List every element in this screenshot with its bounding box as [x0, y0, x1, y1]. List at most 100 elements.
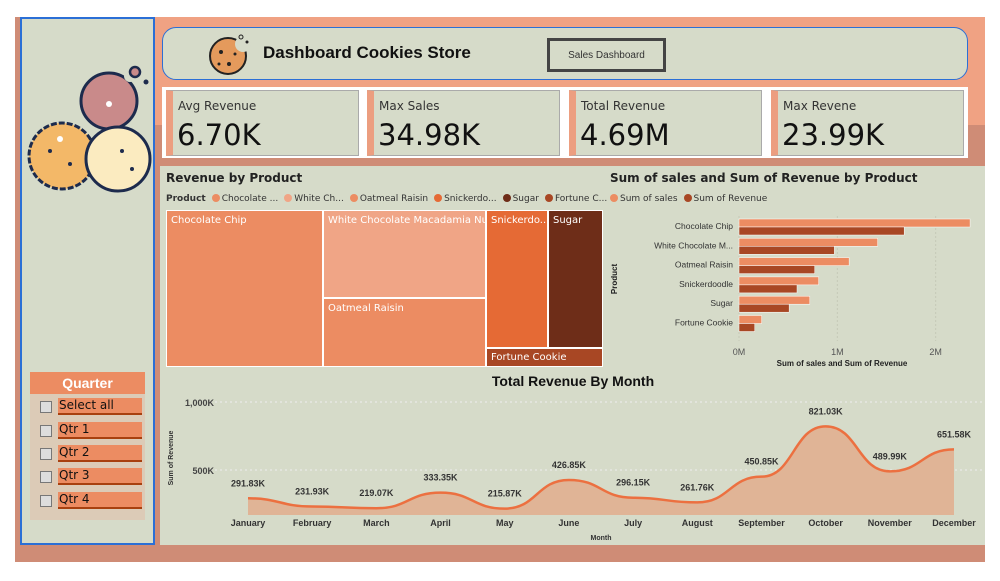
legend-dot-icon — [544, 194, 553, 202]
legend-dot-icon — [284, 194, 293, 202]
checkbox[interactable] — [40, 471, 52, 483]
data-label: 821.03K — [809, 406, 844, 416]
y-tick-label: 500K — [192, 466, 214, 476]
data-label: 231.93K — [295, 486, 330, 496]
treemap-title: Revenue by Product — [166, 171, 303, 185]
data-label: 219.07K — [359, 488, 394, 498]
treemap-tile-fortune-cookie[interactable]: Fortune Cookie — [486, 348, 603, 367]
slicer-item-label: Qtr 3 — [58, 468, 142, 485]
cookie-logo-icon — [209, 34, 251, 75]
bar-chart-title: Sum of sales and Sum of Revenue by Produ… — [610, 171, 918, 185]
x-axis-title: Month — [591, 535, 612, 542]
treemap-tile-snickerdoodle[interactable]: Snickerdo... — [486, 210, 548, 348]
kpi-value: 34.98K — [378, 118, 481, 152]
treemap-tile-white-chocolate[interactable]: White Chocolate Macadamia Nut — [323, 210, 486, 298]
x-tick-label: August — [682, 518, 713, 528]
bar-revenue — [738, 226, 905, 236]
bar-sales — [738, 276, 819, 286]
data-label: 450.85K — [744, 457, 779, 467]
x-tick-label: 1M — [831, 347, 844, 357]
legend-dot-icon — [434, 194, 443, 202]
kpi-value: 23.99K — [782, 118, 885, 152]
checkbox[interactable] — [40, 495, 52, 507]
cookies-illustration-icon — [27, 65, 152, 193]
slicer-item-qtr4[interactable]: Qtr 4 — [40, 492, 145, 509]
legend-dot-icon — [349, 194, 358, 202]
bar-sales — [738, 238, 878, 247]
kpi-label: Total Revenue — [581, 99, 666, 113]
kpi-value: 4.69M — [580, 118, 670, 152]
x-tick-label: May — [496, 518, 514, 528]
bar-sales — [738, 295, 811, 305]
legend-item[interactable]: Sum of Revenue — [683, 194, 767, 204]
area-chart: Total Revenue By Month 500K 1,000K January 2… — [168, 373, 985, 542]
bar-sales — [738, 218, 971, 228]
bar-chart: 0M 1M 2M Chocolate Chip White Chocolate M...… — [610, 216, 971, 368]
bar-chart-legend: Sum of sales Sum of Revenue — [610, 194, 767, 204]
data-label: 296.15K — [616, 478, 651, 488]
slicer-item-label: Select all — [58, 398, 142, 415]
slicer-item-label: Qtr 1 — [58, 422, 142, 439]
data-label: 215.87K — [488, 489, 523, 499]
bar-revenue — [738, 246, 835, 255]
y-tick-label: 1,000K — [185, 398, 215, 408]
main-panel: Revenue by Product Product Chocolate ...… — [160, 166, 985, 545]
treemap-tile-sugar[interactable]: Sugar — [548, 210, 603, 348]
x-tick-label: July — [624, 518, 642, 528]
x-tick-label: October — [808, 518, 843, 528]
legend-item[interactable]: Fortune C... — [544, 194, 607, 204]
slicer-item-qtr2[interactable]: Qtr 2 — [40, 445, 145, 462]
slicer-item-select-all[interactable]: Select all — [40, 398, 145, 415]
y-tick-label: Chocolate Chip — [675, 221, 733, 231]
sales-dashboard-button[interactable]: Sales Dashboard — [547, 38, 666, 72]
checkbox[interactable] — [40, 401, 52, 413]
legend-item[interactable]: Snickerdo... — [434, 194, 497, 204]
legend-item[interactable]: Sum of sales — [610, 194, 678, 204]
kpi-card-avg-revenue: Avg Revenue 6.70K — [166, 90, 359, 156]
area-line — [247, 425, 955, 510]
y-tick-label: Oatmeal Raisin — [675, 260, 733, 270]
bar-revenue — [738, 323, 755, 332]
x-tick-label: March — [363, 518, 390, 528]
y-tick-label: Fortune Cookie — [675, 318, 733, 328]
data-label: 426.85K — [552, 460, 587, 470]
slicer-item-qtr3[interactable]: Qtr 3 — [40, 468, 145, 485]
slicer-item-label: Qtr 4 — [58, 492, 142, 509]
slicer-item-label: Qtr 2 — [58, 445, 142, 462]
x-tick-label: June — [558, 518, 579, 528]
checkbox[interactable] — [40, 425, 52, 437]
legend-item[interactable]: White Ch... — [284, 194, 344, 204]
legend-item[interactable]: Sugar — [502, 194, 539, 204]
page-title: Dashboard Cookies Store — [263, 43, 471, 62]
kpi-label: Avg Revenue — [178, 99, 257, 113]
data-label: 291.83K — [231, 478, 266, 488]
legend-item[interactable]: Oatmeal Raisin — [349, 194, 428, 204]
x-tick-label: 0M — [733, 347, 746, 357]
legend-title: Product — [166, 194, 206, 204]
legend-item[interactable]: Chocolate ... — [211, 194, 278, 204]
x-tick-label: November — [868, 518, 913, 528]
slicer-item-qtr1[interactable]: Qtr 1 — [40, 422, 145, 439]
treemap-tile-oatmeal-raisin[interactable]: Oatmeal Raisin — [323, 298, 486, 367]
data-label: 489.99K — [873, 451, 908, 461]
bar-revenue — [738, 265, 815, 274]
slicer-title: Quarter — [30, 372, 145, 394]
kpi-card-max-sales: Max Sales 34.98K — [367, 90, 560, 156]
y-axis-title: Product — [610, 264, 619, 295]
header-bar: Dashboard Cookies Store Sales Dashboard — [162, 27, 968, 80]
kpi-label: Max Revene — [783, 99, 857, 113]
legend-dot-icon — [211, 194, 220, 202]
treemap-tile-chocolate-chip[interactable]: Chocolate Chip — [166, 210, 323, 367]
checkbox[interactable] — [40, 448, 52, 460]
kpi-row: Avg Revenue 6.70K Max Sales 34.98K Total R… — [162, 87, 968, 158]
kpi-card-max-revenue: Max Revene 23.99K — [771, 90, 964, 156]
y-tick-label: Sugar — [710, 298, 733, 308]
x-axis-title: Sum of sales and Sum of Revenue — [777, 359, 908, 368]
y-tick-label: White Chocolate M... — [654, 240, 733, 250]
data-label: 333.35K — [424, 473, 459, 483]
kpi-value: 6.70K — [177, 118, 261, 152]
kpi-card-total-revenue: Total Revenue 4.69M — [569, 90, 762, 156]
legend-dot-icon — [683, 194, 692, 202]
area-fill — [248, 426, 954, 515]
x-tick-label: 2M — [929, 347, 942, 357]
